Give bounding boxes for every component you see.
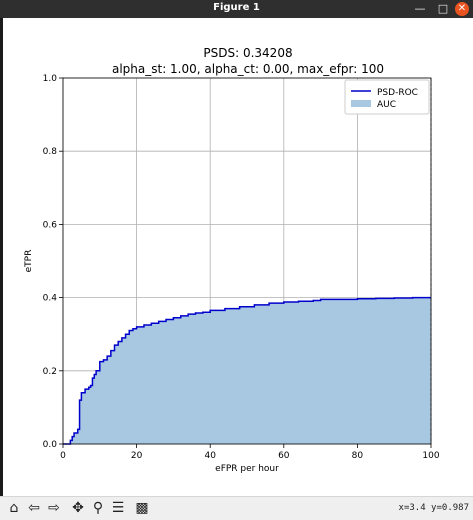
pan-icon[interactable]: ✥ xyxy=(72,500,84,516)
y-tick-label: 0.8 xyxy=(43,147,58,157)
y-axis-label: eTPR xyxy=(24,250,34,273)
y-tick-label: 1.0 xyxy=(43,74,58,84)
x-tick-label: 40 xyxy=(204,451,216,461)
chart-title: PSDS: 0.34208 xyxy=(203,46,292,60)
home-icon[interactable]: ⌂ xyxy=(9,500,19,516)
x-tick-label: 20 xyxy=(131,451,143,461)
zoom-icon[interactable]: ⚲ xyxy=(92,500,104,516)
plot-frame xyxy=(62,77,432,445)
legend-label-psd-roc: PSD-ROC xyxy=(377,88,418,98)
y-tick-label: 0.6 xyxy=(43,220,58,230)
configure-icon[interactable]: ☰ xyxy=(111,500,125,516)
y-tick-label: 0.2 xyxy=(43,367,57,377)
y-ticks: 0.0 0.2 0.4 0.6 0.8 1.0 xyxy=(43,74,63,450)
maximize-icon[interactable]: □ xyxy=(437,2,449,15)
cursor-coordinates: x=3.4 y=0.987 xyxy=(398,503,469,513)
legend-label-auc: AUC xyxy=(377,100,396,110)
x-tick-label: 100 xyxy=(422,451,439,461)
x-tick-label: 0 xyxy=(60,451,66,461)
window-titlebar: Figure 1 — □ ✕ xyxy=(0,0,473,18)
y-tick-label: 0.0 xyxy=(43,440,58,450)
chart-subtitle: alpha_st: 1.00, alpha_ct: 0.00, max_efpr… xyxy=(112,62,384,76)
psd-roc-line xyxy=(63,296,431,445)
auc-area xyxy=(63,297,431,444)
figure-canvas[interactable]: PSDS: 0.34208 alpha_st: 1.00, alpha_ct: … xyxy=(3,18,473,496)
x-ticks: 0 20 40 60 80 100 xyxy=(60,444,440,461)
back-icon[interactable]: ⇦ xyxy=(28,500,40,516)
navigation-toolbar: ⌂ ⇦ ⇨ ✥ ⚲ ☰ ▩ x=3.4 y=0.987 xyxy=(0,496,473,520)
save-icon[interactable]: ▩ xyxy=(135,500,149,516)
forward-icon[interactable]: ⇨ xyxy=(48,500,60,516)
close-icon[interactable]: ✕ xyxy=(455,2,469,16)
legend-area-swatch xyxy=(351,100,371,107)
psd-roc-chart: PSDS: 0.34208 alpha_st: 1.00, alpha_ct: … xyxy=(24,46,440,474)
window-title: Figure 1 xyxy=(213,2,260,13)
desktop-edge xyxy=(0,18,3,496)
minimize-icon[interactable]: — xyxy=(414,2,426,15)
x-tick-label: 60 xyxy=(278,451,290,461)
legend: PSD-ROC AUC xyxy=(344,79,430,115)
x-axis-label: eFPR per hour xyxy=(215,464,279,474)
y-tick-label: 0.4 xyxy=(43,294,58,304)
x-tick-label: 80 xyxy=(352,451,364,461)
